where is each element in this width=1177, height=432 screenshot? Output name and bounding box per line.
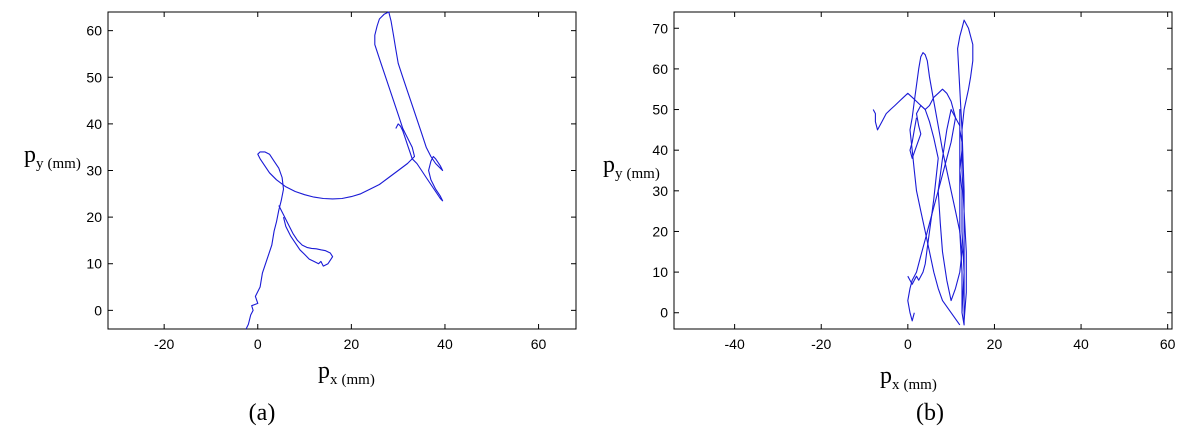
trajectory-line-1 [909, 52, 963, 326]
trajectory-line-0 [957, 19, 974, 326]
y-tick-label: 30 [86, 163, 102, 179]
y-tick-label: 50 [86, 69, 102, 85]
plot-area [107, 11, 577, 330]
y-tick-label: 70 [652, 20, 668, 36]
y-axis-symbol: p [24, 142, 36, 168]
trajectory-line-2 [872, 88, 957, 322]
y-tick-label: 10 [652, 264, 668, 280]
y-tick-label: 60 [86, 23, 102, 39]
x-axis-subscript: x [330, 372, 338, 388]
y-axis-label: py (mm) [603, 152, 660, 182]
trajectory-line-1 [278, 205, 334, 267]
plot-area [673, 11, 1173, 330]
panel-label: (a) [249, 400, 276, 426]
y-axis-subscript: y [615, 166, 623, 182]
y-tick-label: 30 [652, 183, 668, 199]
y-tick-label: 20 [86, 209, 102, 225]
trajectory-line-3 [907, 104, 939, 285]
x-tick-label: 20 [987, 336, 1003, 352]
y-tick-label: 0 [94, 302, 102, 318]
x-tick-label: -40 [725, 336, 745, 352]
x-axis-symbol: p [880, 363, 892, 389]
y-tick-label: 40 [86, 116, 102, 132]
x-axis-unit: (mm) [904, 377, 937, 393]
x-axis-subscript: x [892, 377, 900, 393]
x-tick-label: 0 [904, 336, 912, 352]
x-tick-label: 0 [254, 336, 262, 352]
y-tick-label: 60 [652, 61, 668, 77]
trajectory-line-0 [245, 11, 444, 330]
y-tick-label: 20 [652, 223, 668, 239]
y-tick-label: 10 [86, 256, 102, 272]
y-tick-label: 0 [660, 305, 668, 321]
x-axis-label: px (mm) [318, 358, 375, 388]
panel-label: (b) [916, 400, 944, 426]
x-tick-label: 40 [437, 336, 453, 352]
y-axis-subscript: y [36, 156, 44, 172]
x-tick-label: 60 [1160, 336, 1176, 352]
y-axis-unit: (mm) [48, 156, 81, 172]
x-axis-label: px (mm) [880, 363, 937, 393]
x-tick-label: 20 [344, 336, 360, 352]
y-axis-unit: (mm) [627, 166, 660, 182]
y-axis-symbol: p [603, 152, 615, 178]
x-axis-unit: (mm) [342, 372, 375, 388]
y-axis-label: py (mm) [24, 142, 81, 172]
x-axis-symbol: p [318, 358, 330, 384]
x-tick-label: -20 [811, 336, 831, 352]
x-tick-label: 60 [531, 336, 547, 352]
x-tick-label: -20 [154, 336, 174, 352]
y-tick-label: 50 [652, 102, 668, 118]
x-tick-label: 40 [1073, 336, 1089, 352]
y-tick-label: 40 [652, 142, 668, 158]
